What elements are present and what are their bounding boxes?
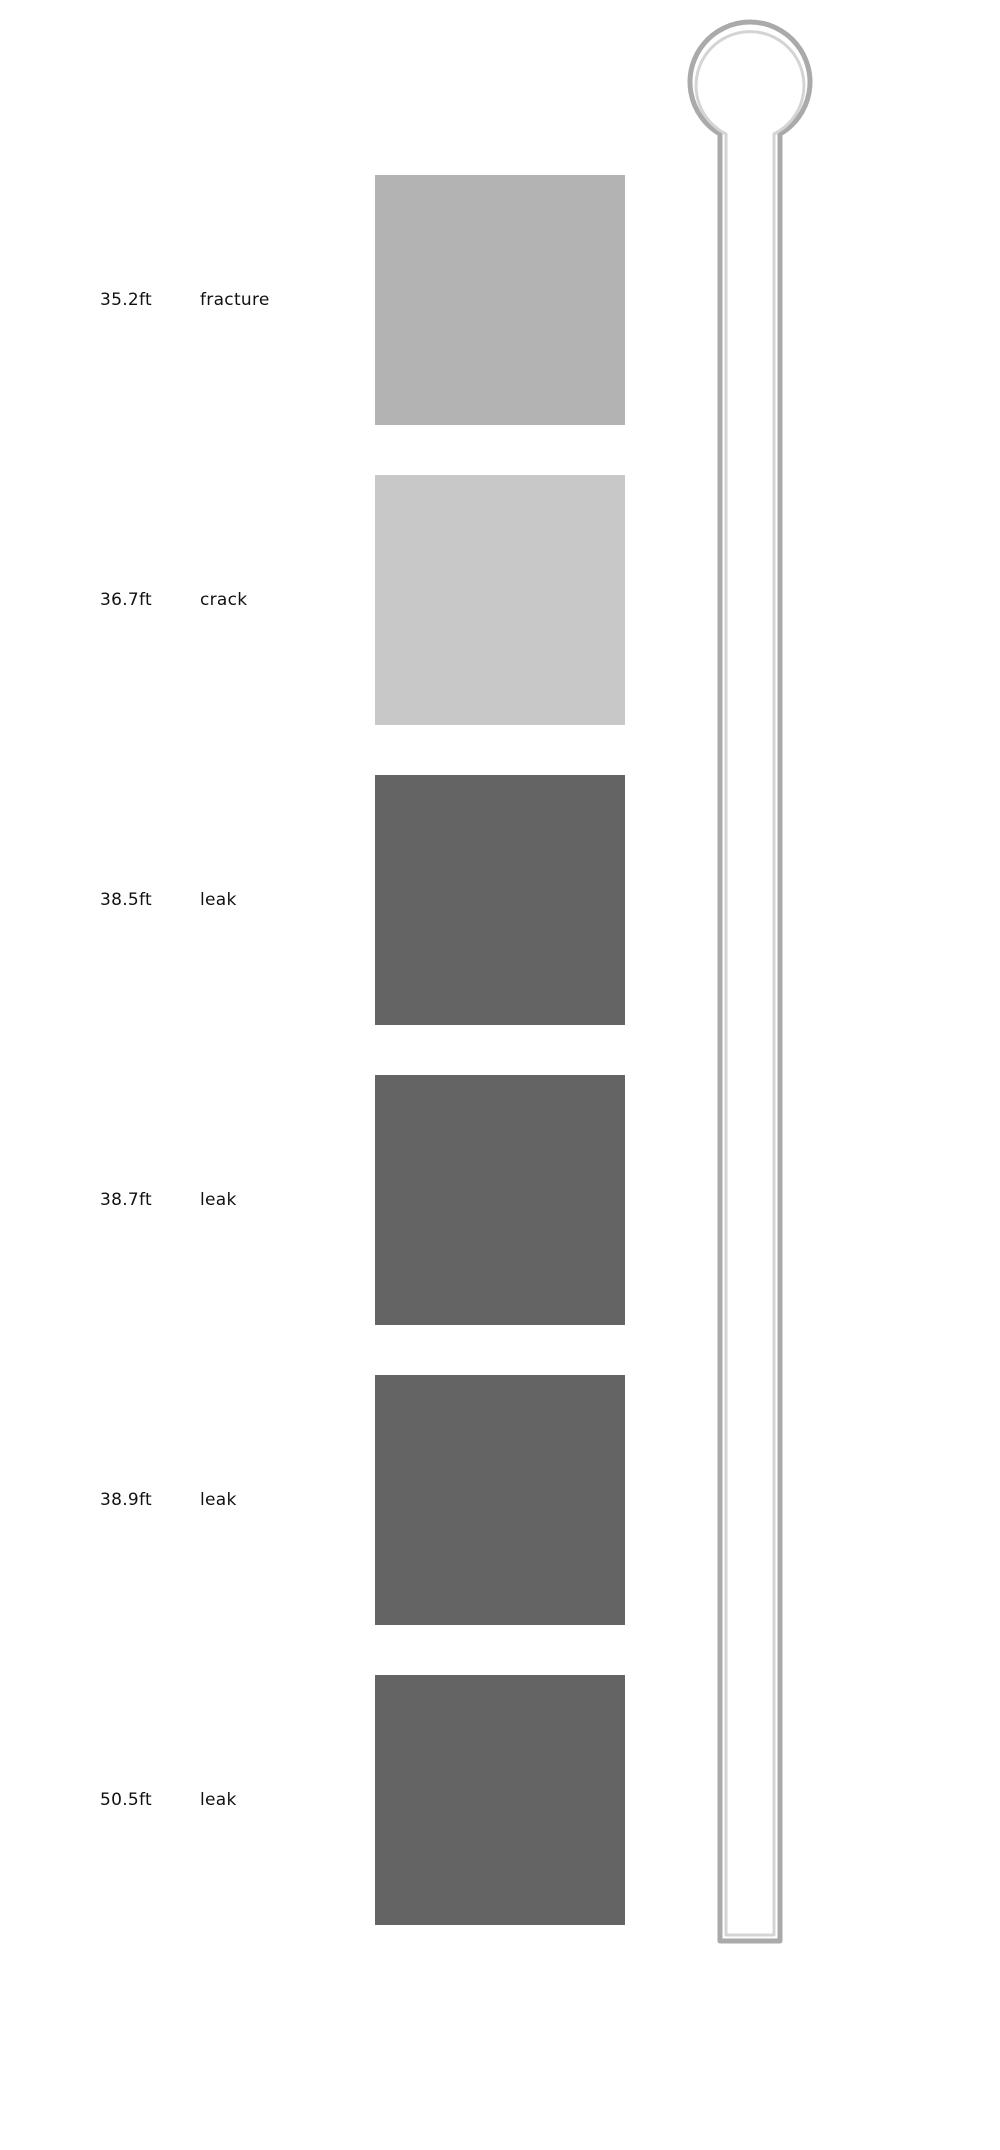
defect-row: 38.7ft leak	[0, 1075, 680, 1325]
defect-color-swatch	[375, 1375, 625, 1625]
defect-row: 38.9ft leak	[0, 1375, 680, 1625]
defect-type-label: crack	[200, 590, 248, 610]
defect-row: 35.2ft fracture	[0, 175, 680, 425]
defect-type-label: leak	[200, 890, 237, 910]
defect-depth-label: 36.7ft	[100, 590, 153, 610]
defect-color-swatch	[375, 1075, 625, 1325]
well-inner-line	[694, 30, 806, 1937]
defect-depth-label: 38.7ft	[100, 1190, 153, 1210]
defect-type-label: fracture	[200, 290, 270, 310]
defect-depth-label: 38.9ft	[100, 1490, 153, 1510]
defect-depth-label: 38.5ft	[100, 890, 153, 910]
defect-color-swatch	[375, 475, 625, 725]
well-diagram	[687, 19, 813, 1944]
defect-row: 50.5ft leak	[0, 1675, 680, 1925]
defect-row: 38.5ft leak	[0, 775, 680, 1025]
defect-depth-label: 50.5ft	[100, 1790, 153, 1810]
defect-type-label: leak	[200, 1790, 237, 1810]
defect-type-label: leak	[200, 1190, 237, 1210]
defect-type-label: leak	[200, 1490, 237, 1510]
defect-color-swatch	[375, 175, 625, 425]
defect-depth-label: 35.2ft	[100, 290, 153, 310]
defect-color-swatch	[375, 1675, 625, 1925]
defect-list: 35.2ft fracture 36.7ft crack 38.5ft leak…	[0, 175, 680, 1925]
defect-row: 36.7ft crack	[0, 475, 680, 725]
well-outline	[687, 19, 813, 1944]
defect-color-swatch	[375, 775, 625, 1025]
